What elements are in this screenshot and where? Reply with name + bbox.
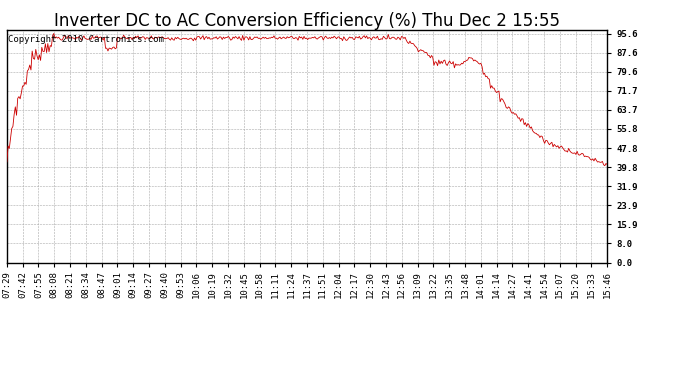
Text: Copyright 2010 Cartronics.com: Copyright 2010 Cartronics.com: [8, 34, 164, 44]
Title: Inverter DC to AC Conversion Efficiency (%) Thu Dec 2 15:55: Inverter DC to AC Conversion Efficiency …: [54, 12, 560, 30]
